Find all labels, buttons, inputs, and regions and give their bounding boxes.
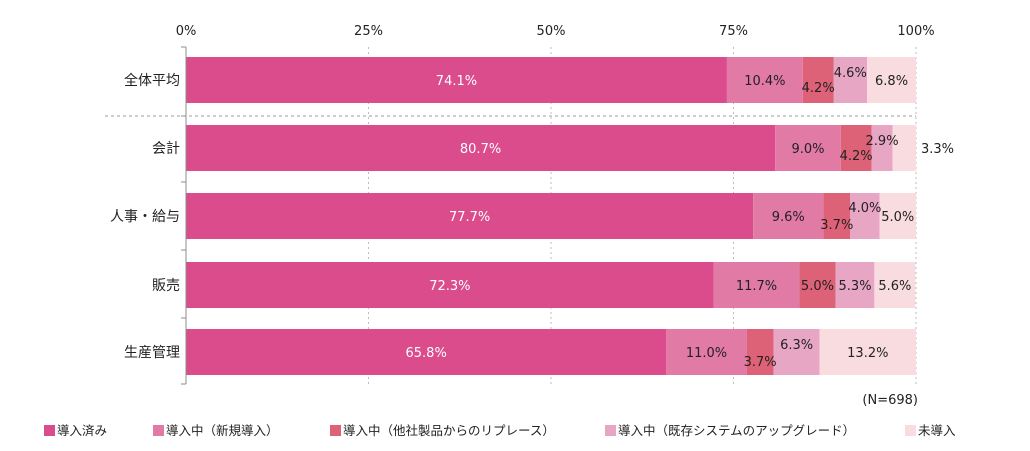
grid-lines [105,47,917,384]
bar-segment [713,262,800,308]
legend-item: 導入中（他社製品からのリプレース） [330,423,555,438]
legend-label: 導入中（他社製品からのリプレース） [343,423,555,438]
category-label: 販売 [152,278,180,294]
bar-segment [879,193,916,239]
sample-size-note: (N=698) [862,393,918,408]
bar-segment [835,262,875,308]
category-label: 全体平均 [124,72,180,89]
data-label: 13.2% [847,346,888,361]
data-label: 5.3% [839,279,872,294]
data-label: 74.1% [436,74,477,89]
legend-swatch [330,425,341,436]
data-label: 3.7% [820,218,853,233]
legend: 導入済み 導入中（新規導入） 導入中（他社製品からのリプレース） 導入中（既存システム… [44,423,956,438]
category-label: 人事・給与 [110,209,180,225]
bar-segment [802,57,834,103]
bar-segment [871,125,893,171]
bar-segment [823,193,851,239]
legend-label: 未導入 [918,423,956,438]
bar-segment [799,262,836,308]
legend-label: 導入中（既存システムのアップグレード） [618,423,855,438]
legend-item: 導入中（新規導入） [153,423,279,438]
bar-segment [892,125,916,171]
legend-item: 導入中（既存システムのアップグレード） [605,423,855,438]
data-label: 3.3% [921,142,954,157]
legend-item: 導入済み [44,423,107,438]
data-labels: 74.1% 10.4% 4.2%4.6%6.8%80.7% 9.0% 4.2%2.9%3… [406,66,955,370]
category-label: 会計 [152,141,180,157]
bar-segment [833,57,868,103]
data-label: 10.4% [744,74,785,89]
bar-segment [819,329,916,375]
bar-segment [666,329,747,375]
bar-segment [874,262,916,308]
data-label: 77.7% [449,210,490,225]
data-label: 3.7% [744,355,777,370]
x-tick-label: 75% [719,24,748,39]
data-label: 4.2% [840,149,873,164]
bar-segment [186,329,667,375]
data-label: 11.0% [686,346,727,361]
data-label: 72.3% [429,279,470,294]
x-tick-label: 100% [897,24,934,39]
legend-label: 導入済み [57,423,107,438]
data-label: 6.8% [875,74,908,89]
bar-segment [775,125,841,171]
bar-segment [186,193,754,239]
data-label: 4.0% [848,201,881,216]
data-label: 5.0% [801,279,834,294]
legend-swatch [905,425,916,436]
legend-swatch [44,425,55,436]
bar-segment [840,125,872,171]
bar-segment [186,57,727,103]
bars [186,57,916,375]
bar-segment [753,193,824,239]
data-label: 5.0% [881,210,914,225]
x-tick-label: 50% [537,24,566,39]
x-tick-label: 25% [354,24,383,39]
x-tick-label: 0% [176,24,197,39]
legend-swatch [605,425,616,436]
data-label: 9.0% [791,142,824,157]
data-label: 65.8% [406,346,447,361]
legend-swatch [153,425,164,436]
data-label: 2.9% [866,134,899,149]
data-label: 80.7% [460,142,501,157]
bar-segment [850,193,880,239]
bar-segment [186,262,714,308]
category-label: 生産管理 [124,345,180,361]
data-label: 5.6% [878,279,911,294]
legend-item: 未導入 [905,423,956,438]
legend-label: 導入中（新規導入） [166,423,279,438]
data-label: 6.3% [780,338,813,353]
bar-segment [186,125,776,171]
data-label: 4.2% [802,81,835,96]
bar-segment [746,329,774,375]
bar-segment [726,57,803,103]
bar-segment [773,329,820,375]
data-label: 9.6% [772,210,805,225]
bar-segment [867,57,916,103]
data-label: 11.7% [736,279,777,294]
data-label: 4.6% [834,66,867,81]
